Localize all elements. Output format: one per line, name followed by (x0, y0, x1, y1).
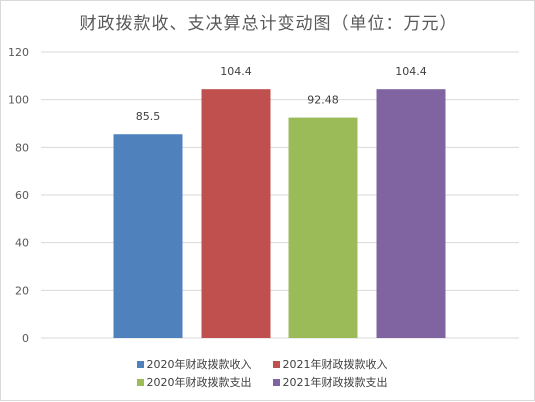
legend-label: 2021年财政拨款收入 (282, 358, 388, 371)
gridlines (41, 51, 519, 339)
legend-swatch (136, 360, 144, 368)
y-tick-label: 40 (15, 237, 29, 250)
y-tick-label: 20 (15, 284, 29, 297)
data-label: 104.4 (395, 65, 427, 78)
data-labels: 85.5 104.4 92.48 104.4 (136, 65, 427, 123)
y-tick-label: 100 (8, 94, 29, 107)
legend-swatch (272, 360, 280, 368)
legend-label: 2020年财政拨款支出 (146, 376, 252, 389)
data-label: 92.48 (307, 94, 339, 107)
bars (113, 89, 446, 339)
bar (288, 117, 358, 339)
legend-item: 2021年财政拨款收入 (272, 356, 401, 372)
legend: 2020年财政拨款收入 2021年财政拨款收入 2020年财政拨款支出 2021… (1, 355, 535, 391)
legend-swatch (136, 378, 144, 386)
legend-item: 2020年财政拨款支出 (136, 374, 265, 390)
bar (201, 89, 271, 339)
y-tick-label: 80 (15, 141, 29, 154)
legend-item: 2020年财政拨款收入 (136, 356, 265, 372)
data-label: 85.5 (136, 110, 161, 123)
bar (376, 89, 446, 339)
y-tick-label: 60 (15, 189, 29, 202)
y-axis-ticks: 0 20 40 60 80 100 120 (8, 46, 29, 345)
legend-item: 2021年财政拨款支出 (272, 374, 401, 390)
bar (113, 134, 183, 338)
y-tick-label: 0 (22, 332, 29, 345)
legend-row-1: 2020年财政拨款收入 2021年财政拨款收入 (1, 355, 535, 373)
legend-label: 2021年财政拨款支出 (282, 376, 388, 389)
chart-title: 财政拨款收、支决算总计变动图（单位：万元） (79, 14, 458, 34)
y-tick-label: 120 (8, 46, 29, 59)
legend-row-2: 2020年财政拨款支出 2021年财政拨款支出 (1, 373, 535, 391)
data-label: 104.4 (220, 65, 252, 78)
legend-swatch (272, 378, 280, 386)
legend-label: 2020年财政拨款收入 (146, 358, 252, 371)
